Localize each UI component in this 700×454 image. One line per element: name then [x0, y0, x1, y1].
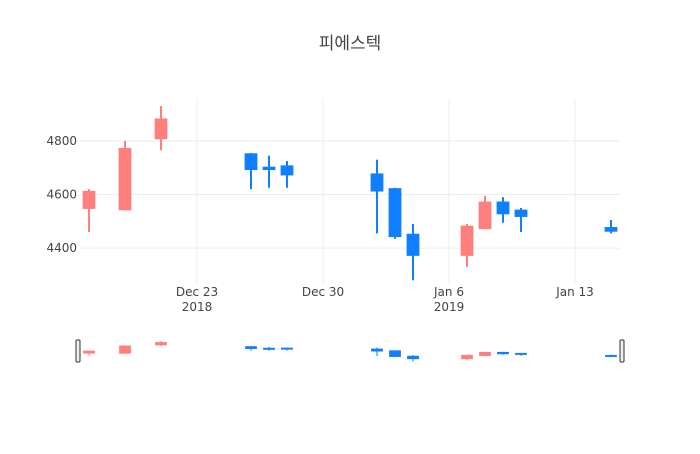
range-slider-right-handle[interactable] [619, 339, 625, 363]
candle [154, 106, 168, 151]
candle-body [604, 227, 618, 232]
candle-body [496, 201, 510, 215]
y-tick-label: 4400 [46, 241, 77, 255]
candle-mini [389, 350, 401, 357]
candle [118, 140, 132, 211]
candle [280, 161, 294, 188]
candle [388, 187, 402, 239]
candle-body [371, 348, 383, 352]
x-tick-label: Jan 6 [433, 285, 464, 299]
candle-body [461, 354, 473, 360]
candle-body [155, 342, 167, 346]
candle-mini [461, 354, 473, 361]
candle-body [280, 165, 294, 176]
candle-body [262, 166, 276, 171]
candle [460, 224, 474, 267]
candle-mini [479, 351, 491, 356]
candle-body [406, 233, 420, 256]
candle-mini [407, 354, 419, 362]
candle-body [388, 188, 402, 238]
chart-title: 피에스텍 [319, 34, 382, 54]
candle-body [263, 347, 275, 350]
candle [262, 155, 276, 188]
candle [496, 197, 510, 223]
candle-body [119, 345, 131, 354]
candle-body [478, 201, 492, 230]
candle-body [82, 190, 96, 209]
candle-body [245, 346, 257, 349]
candle [244, 152, 258, 190]
candle [604, 219, 618, 234]
grid-layer [80, 98, 620, 283]
candle-mini [371, 347, 383, 357]
candle-mini [83, 350, 95, 356]
candle-body [281, 347, 293, 350]
candle-layer [82, 106, 618, 281]
candle-body [118, 147, 132, 211]
x-tick-label: Dec 23 [176, 285, 218, 299]
y-tick-label: 4800 [46, 134, 77, 148]
candle-body [497, 351, 509, 355]
candle-body [605, 354, 617, 357]
candle [82, 189, 96, 233]
range-slider-left-handle[interactable] [75, 339, 81, 363]
range-slider[interactable] [75, 339, 625, 363]
candle [370, 159, 384, 234]
candle-body [407, 355, 419, 360]
candle-body [514, 209, 528, 217]
candle [478, 195, 492, 230]
candle-body [154, 118, 168, 140]
candle-mini [605, 354, 617, 357]
candle-body [515, 352, 527, 355]
candle-body [479, 351, 491, 356]
candle-mini [119, 345, 131, 354]
candle-mini [245, 346, 257, 351]
candle-mini [497, 351, 509, 355]
candle-body [244, 153, 258, 171]
x-tick-label: Dec 30 [302, 285, 344, 299]
candle-mini [155, 340, 167, 347]
candle-mini [263, 346, 275, 351]
x-tick-label: Jan 13 [555, 285, 594, 299]
candle [514, 207, 528, 233]
candle-mini [515, 352, 527, 356]
candle-body [83, 350, 95, 354]
x-tick-year-label: 2018 [182, 300, 213, 314]
candle [406, 224, 420, 281]
x-tick-year-label: 2019 [434, 300, 465, 314]
candle-body [460, 225, 474, 256]
candle-mini [281, 347, 293, 351]
candle-body [370, 173, 384, 192]
candle-body [389, 350, 401, 357]
y-tick-label: 4600 [46, 188, 77, 202]
